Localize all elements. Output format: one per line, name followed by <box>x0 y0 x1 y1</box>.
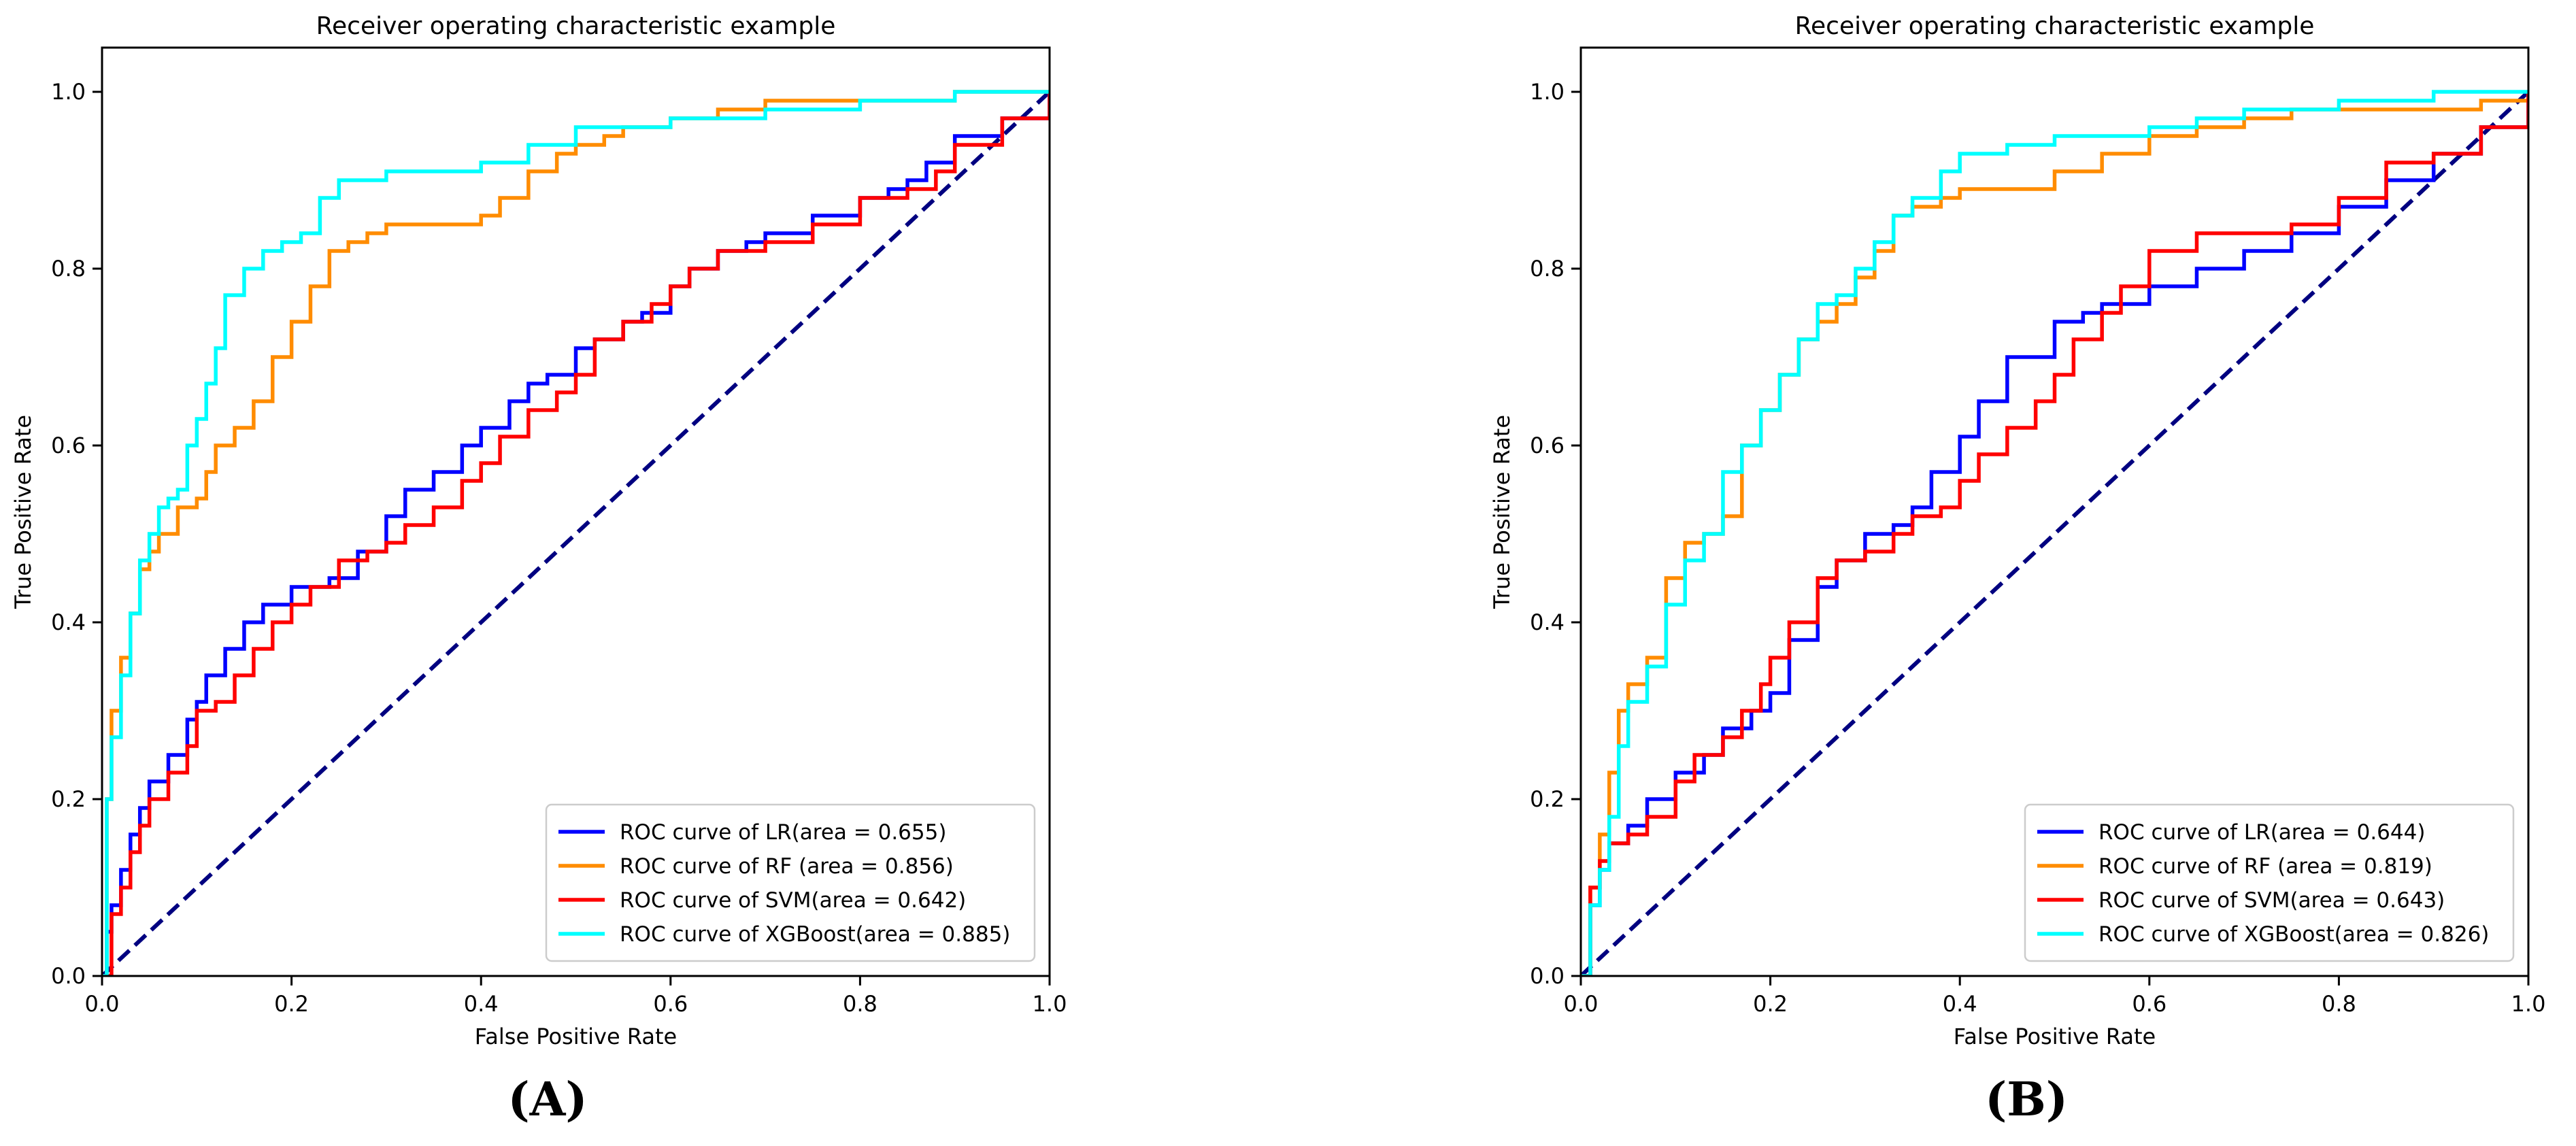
x-tick-label: 0.0 <box>1564 991 1599 1017</box>
legend-entry: ROC curve of SVM(area = 0.642) <box>620 888 966 913</box>
y-axis-label: True Positive Rate <box>10 415 36 609</box>
y-tick-label: 0.0 <box>51 963 86 989</box>
roc-line-lr <box>102 92 1050 976</box>
legend: ROC curve of LR(area = 0.655) ROC curve o… <box>545 803 1036 962</box>
legend-box <box>2024 803 2515 962</box>
x-tick-label: 0.6 <box>2132 991 2167 1017</box>
legend-entry: ROC curve of SVM(area = 0.643) <box>2098 888 2445 913</box>
roc-line-xgboost <box>102 90 1050 976</box>
x-tick-label: 0.4 <box>464 991 499 1017</box>
panel-label: (B) <box>1985 1073 2068 1127</box>
x-tick-label: 1.0 <box>2511 991 2546 1017</box>
plot-frame <box>1579 46 2530 977</box>
chart-panel-b: Receiver operating characteristic exampl… <box>1489 12 2545 1127</box>
legend-entry: ROC curve of RF (area = 0.819) <box>2098 854 2432 879</box>
roc-line-svm <box>102 92 1050 976</box>
y-tick-label: 0.0 <box>1530 963 1565 989</box>
legend-box <box>545 803 1036 962</box>
chart-title: Receiver operating characteristic exampl… <box>1795 12 2315 40</box>
y-tick-label: 0.6 <box>51 433 86 458</box>
y-tick-label: 1.0 <box>51 79 86 105</box>
roc-line-xgboost <box>1581 90 2528 976</box>
y-tick-label: 0.4 <box>1530 609 1565 635</box>
chance-diagonal-line <box>1581 90 2528 976</box>
y-tick-label: 0.4 <box>51 609 86 635</box>
chance-diagonal-line <box>102 90 1050 976</box>
panel-label: (A) <box>507 1073 587 1127</box>
y-tick-label: 0.8 <box>51 256 86 282</box>
legend-entry: ROC curve of XGBoost(area = 0.885) <box>620 922 1010 947</box>
x-tick-label: 0.0 <box>85 991 120 1017</box>
y-tick-label: 0.2 <box>51 786 86 812</box>
series-group <box>1581 90 2528 976</box>
x-tick-label: 0.8 <box>843 991 877 1017</box>
y-tick-label: 0.2 <box>1530 786 1565 812</box>
x-tick-label: 0.2 <box>1753 991 1788 1017</box>
roc-line-lr <box>1581 92 2528 976</box>
legend: ROC curve of LR(area = 0.644) ROC curve o… <box>2024 803 2515 962</box>
chart-panel-a: Receiver operating characteristic exampl… <box>10 12 1067 1127</box>
roc-line-rf <box>102 90 1050 976</box>
y-tick-label: 1.0 <box>1530 79 1565 105</box>
x-tick-label: 0.2 <box>274 991 309 1017</box>
plot-frame <box>101 46 1051 977</box>
legend-entry: ROC curve of RF (area = 0.856) <box>620 854 954 879</box>
x-tick-label: 0.4 <box>1943 991 1977 1017</box>
x-axis-label: False Positive Rate <box>1954 1024 2156 1049</box>
x-tick-label: 0.6 <box>653 991 688 1017</box>
y-tick-label: 0.6 <box>1530 433 1565 458</box>
legend-entry: ROC curve of LR(area = 0.644) <box>2098 820 2425 845</box>
y-axis-label: True Positive Rate <box>1489 415 1515 609</box>
chart-title: Receiver operating characteristic exampl… <box>316 12 836 40</box>
roc-line-svm <box>1581 92 2528 976</box>
series-group <box>102 90 1050 976</box>
x-tick-label: 0.8 <box>2322 991 2356 1017</box>
x-axis-label: False Positive Rate <box>475 1024 677 1049</box>
legend-entry: ROC curve of XGBoost(area = 0.826) <box>2098 922 2489 947</box>
legend-entry: ROC curve of LR(area = 0.655) <box>620 820 946 845</box>
y-tick-label: 0.8 <box>1530 256 1565 282</box>
x-tick-label: 1.0 <box>1033 991 1067 1017</box>
